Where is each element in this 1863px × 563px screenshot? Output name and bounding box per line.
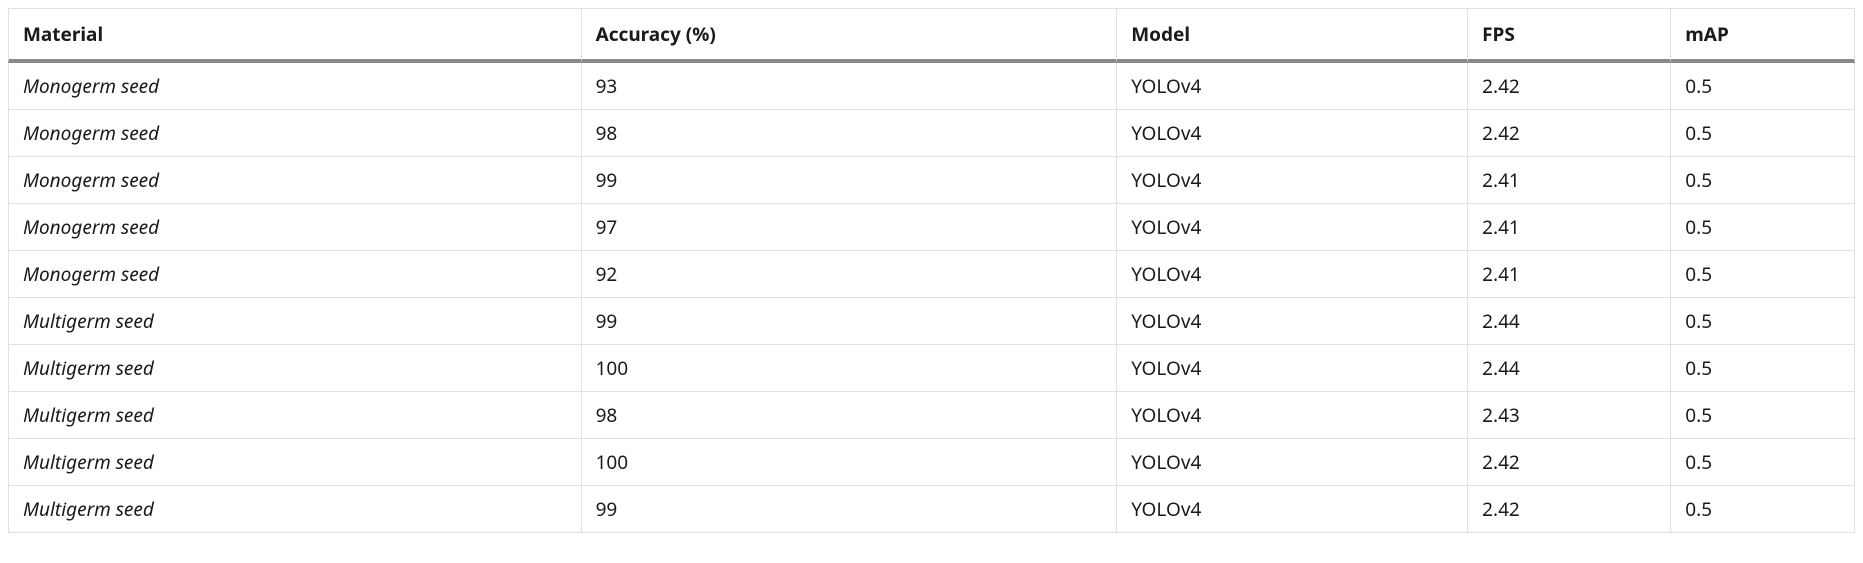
cell-model: YOLOv4 (1116, 63, 1467, 110)
cell-map: 0.5 (1670, 157, 1855, 204)
cell-accuracy: 93 (581, 63, 1117, 110)
table-row: Multigerm seed 100 YOLOv4 2.44 0.5 (8, 345, 1855, 392)
cell-model: YOLOv4 (1116, 298, 1467, 345)
cell-accuracy: 99 (581, 157, 1117, 204)
table-row: Multigerm seed 98 YOLOv4 2.43 0.5 (8, 392, 1855, 439)
cell-map: 0.5 (1670, 345, 1855, 392)
cell-map: 0.5 (1670, 251, 1855, 298)
cell-material: Multigerm seed (8, 345, 581, 392)
cell-accuracy: 100 (581, 345, 1117, 392)
cell-accuracy: 92 (581, 251, 1117, 298)
cell-model: YOLOv4 (1116, 157, 1467, 204)
cell-model: YOLOv4 (1116, 251, 1467, 298)
cell-fps: 2.41 (1467, 251, 1670, 298)
cell-material: Multigerm seed (8, 439, 581, 486)
cell-map: 0.5 (1670, 486, 1855, 533)
cell-map: 0.5 (1670, 110, 1855, 157)
column-header-model: Model (1116, 8, 1467, 63)
table-row: Multigerm seed 99 YOLOv4 2.44 0.5 (8, 298, 1855, 345)
cell-map: 0.5 (1670, 63, 1855, 110)
cell-fps: 2.41 (1467, 204, 1670, 251)
cell-map: 0.5 (1670, 298, 1855, 345)
column-header-accuracy: Accuracy (%) (581, 8, 1117, 63)
column-header-material: Material (8, 8, 581, 63)
cell-fps: 2.42 (1467, 63, 1670, 110)
cell-model: YOLOv4 (1116, 204, 1467, 251)
cell-material: Monogerm seed (8, 204, 581, 251)
table-header-row: Material Accuracy (%) Model FPS mAP (8, 8, 1855, 63)
cell-material: Multigerm seed (8, 486, 581, 533)
column-header-fps: FPS (1467, 8, 1670, 63)
cell-accuracy: 97 (581, 204, 1117, 251)
cell-material: Monogerm seed (8, 110, 581, 157)
table-row: Monogerm seed 98 YOLOv4 2.42 0.5 (8, 110, 1855, 157)
cell-material: Monogerm seed (8, 63, 581, 110)
cell-fps: 2.44 (1467, 298, 1670, 345)
cell-model: YOLOv4 (1116, 486, 1467, 533)
cell-model: YOLOv4 (1116, 110, 1467, 157)
cell-accuracy: 100 (581, 439, 1117, 486)
results-table: Material Accuracy (%) Model FPS mAP Mono… (8, 8, 1855, 533)
cell-material: Multigerm seed (8, 298, 581, 345)
table-row: Multigerm seed 99 YOLOv4 2.42 0.5 (8, 486, 1855, 533)
cell-accuracy: 99 (581, 486, 1117, 533)
cell-map: 0.5 (1670, 392, 1855, 439)
cell-accuracy: 98 (581, 392, 1117, 439)
cell-fps: 2.42 (1467, 110, 1670, 157)
cell-fps: 2.43 (1467, 392, 1670, 439)
column-header-map: mAP (1670, 8, 1855, 63)
cell-accuracy: 99 (581, 298, 1117, 345)
cell-fps: 2.42 (1467, 439, 1670, 486)
cell-accuracy: 98 (581, 110, 1117, 157)
table-row: Monogerm seed 92 YOLOv4 2.41 0.5 (8, 251, 1855, 298)
table-row: Multigerm seed 100 YOLOv4 2.42 0.5 (8, 439, 1855, 486)
cell-model: YOLOv4 (1116, 345, 1467, 392)
table-body: Monogerm seed 93 YOLOv4 2.42 0.5 Monoger… (8, 63, 1855, 533)
cell-model: YOLOv4 (1116, 439, 1467, 486)
table-row: Monogerm seed 97 YOLOv4 2.41 0.5 (8, 204, 1855, 251)
cell-model: YOLOv4 (1116, 392, 1467, 439)
cell-fps: 2.42 (1467, 486, 1670, 533)
cell-material: Multigerm seed (8, 392, 581, 439)
cell-fps: 2.41 (1467, 157, 1670, 204)
cell-map: 0.5 (1670, 204, 1855, 251)
table-header: Material Accuracy (%) Model FPS mAP (8, 8, 1855, 63)
cell-material: Monogerm seed (8, 251, 581, 298)
cell-fps: 2.44 (1467, 345, 1670, 392)
cell-map: 0.5 (1670, 439, 1855, 486)
table-row: Monogerm seed 99 YOLOv4 2.41 0.5 (8, 157, 1855, 204)
cell-material: Monogerm seed (8, 157, 581, 204)
table-row: Monogerm seed 93 YOLOv4 2.42 0.5 (8, 63, 1855, 110)
